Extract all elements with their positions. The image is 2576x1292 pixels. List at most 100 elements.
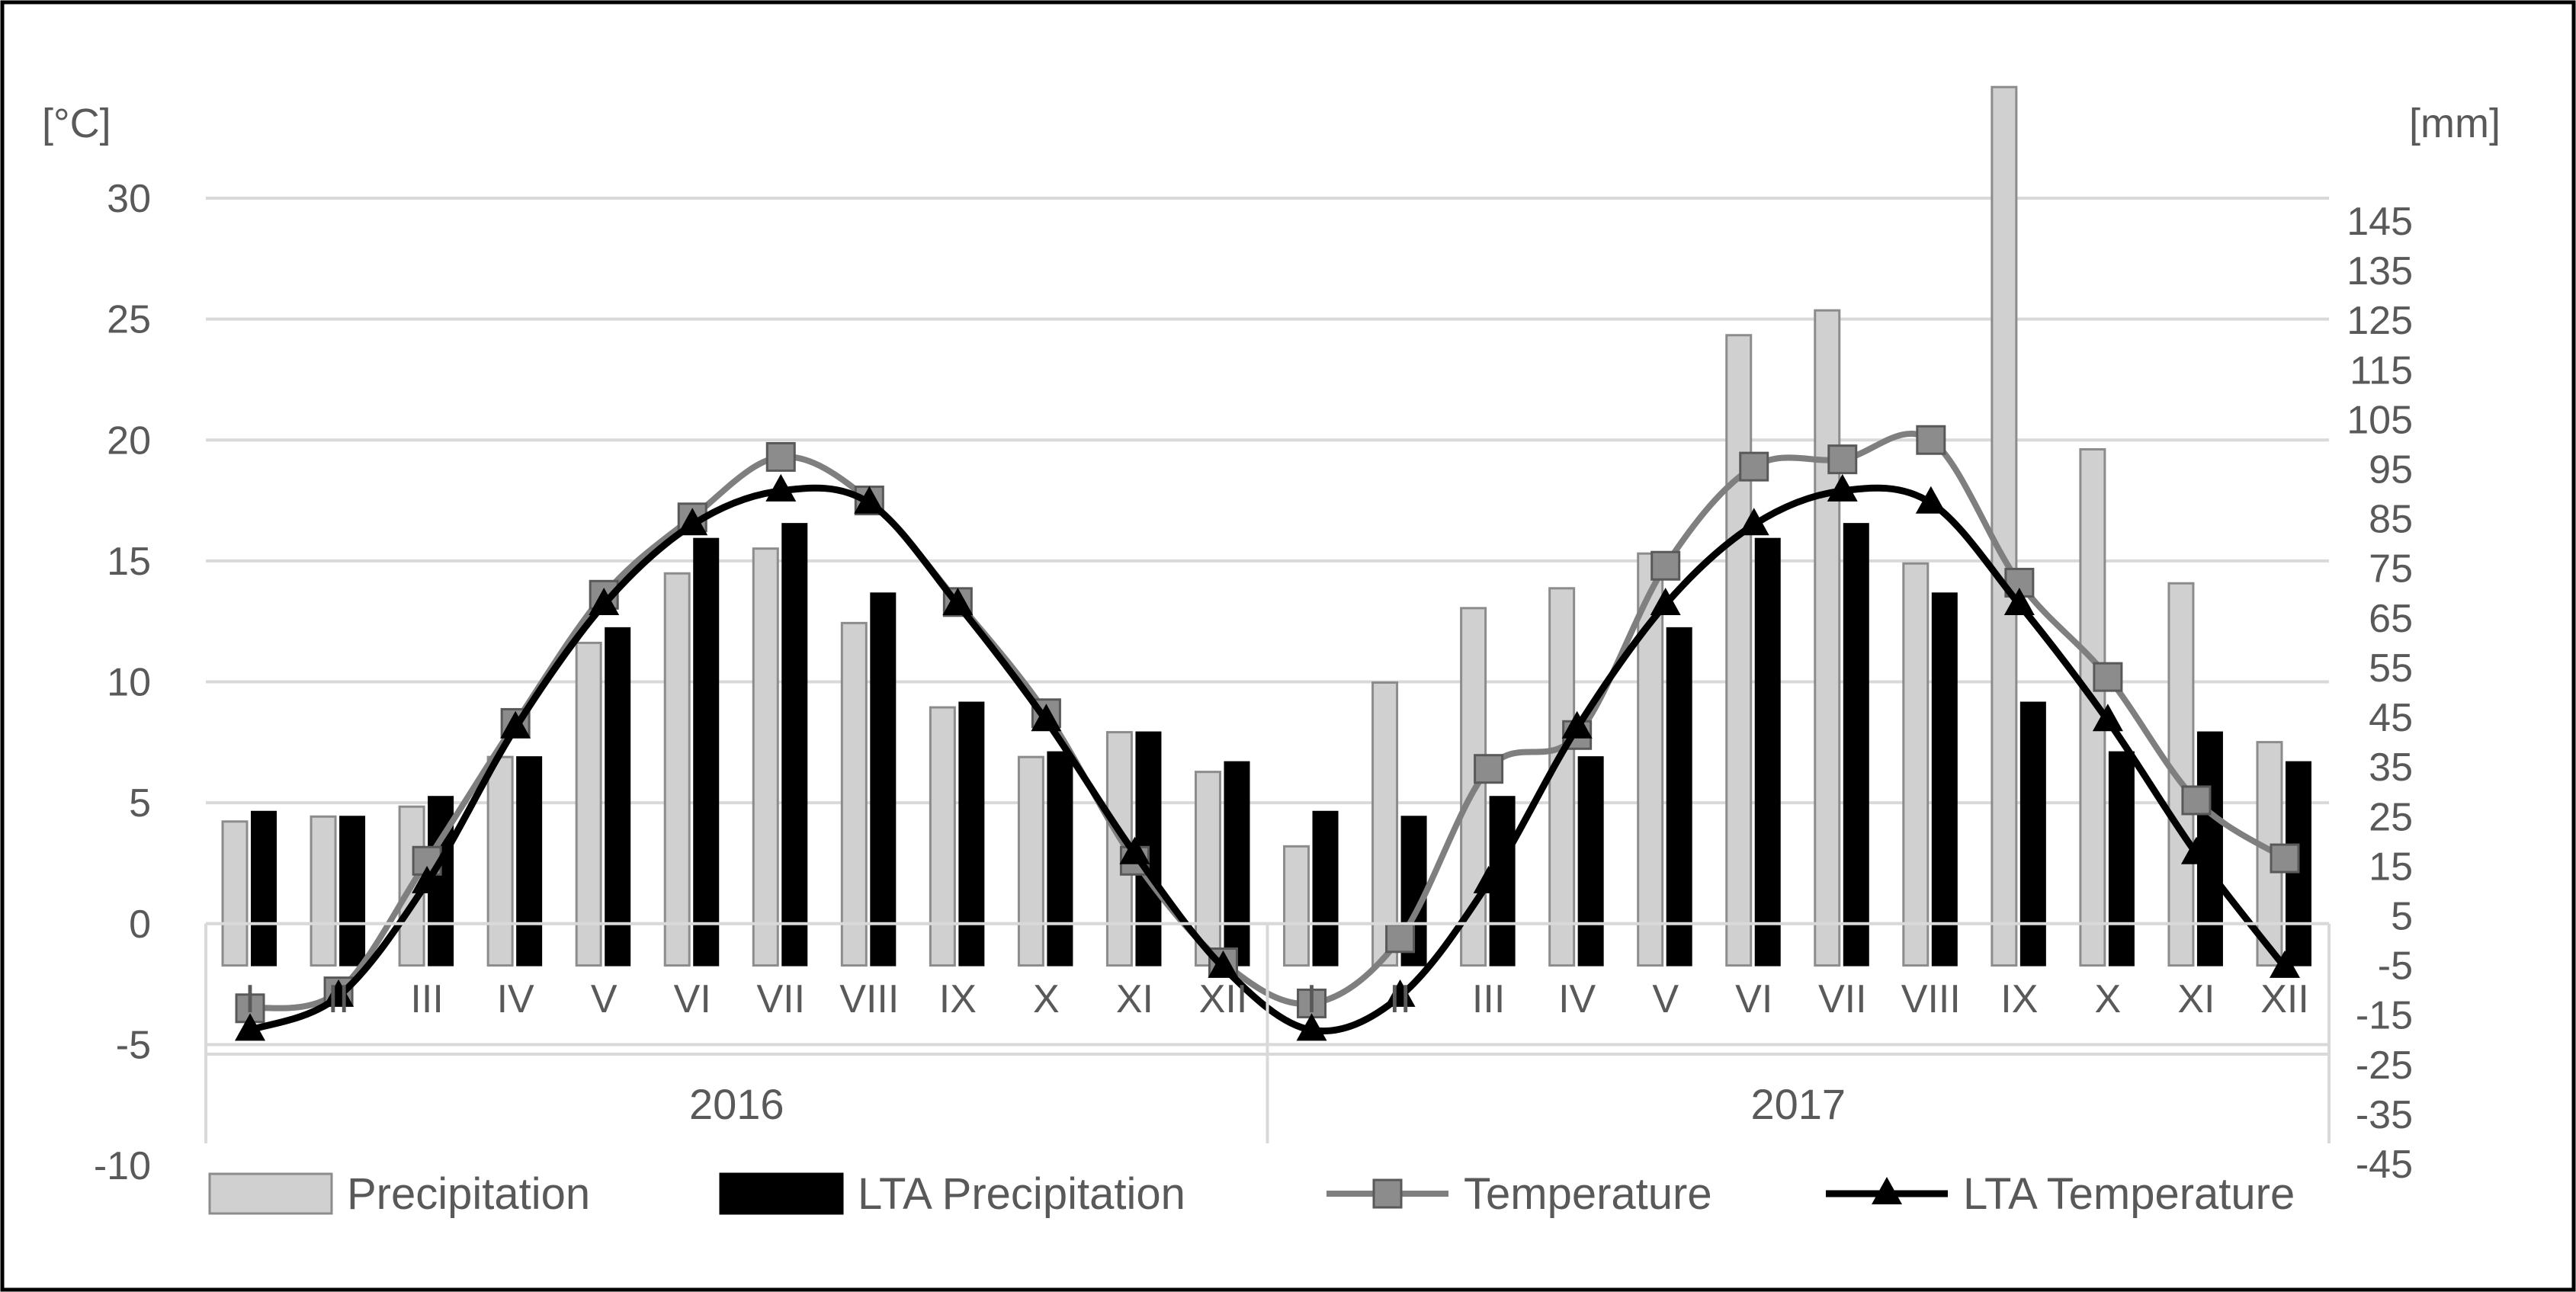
month-label: I: [245, 977, 255, 1021]
right-axis-tick-label: 45: [2369, 696, 2413, 740]
lta-temperature-marker: [1650, 587, 1681, 615]
right-axis-tick-label: 55: [2369, 646, 2413, 691]
month-label: VII: [1818, 977, 1867, 1021]
lta-precipitation-bar: [339, 816, 366, 967]
legend-marker: [1372, 1178, 1403, 1209]
lta-temperature-marker: [1119, 836, 1150, 864]
lta-precipitation-bar: [251, 810, 277, 967]
precipitation-bar: [1548, 587, 1576, 967]
lta-temperature-marker: [1384, 979, 1416, 1007]
lta-precipitation-bar: [2108, 751, 2135, 967]
month-label: V: [591, 977, 618, 1021]
month-label: VIII: [839, 977, 899, 1021]
lta-precipitation-bar: [516, 756, 543, 967]
lta-temperature-marker: [1473, 865, 1504, 893]
lta-temperature-marker: [1561, 710, 1593, 739]
left-axis-tick-label: -5: [116, 1023, 151, 1067]
temperature-marker: [1297, 988, 1327, 1018]
right-axis-tick-label: 15: [2369, 845, 2413, 889]
lta-temperature-marker: [235, 1013, 266, 1041]
lta-precipitation-bar: [870, 592, 897, 967]
precipitation-bar: [1814, 309, 1841, 967]
right-axis-tick-label: -25: [2356, 1044, 2413, 1088]
temperature-marker: [2181, 785, 2212, 816]
lta-precipitation-bar: [1224, 761, 1250, 967]
precipitation-bar: [1725, 334, 1753, 967]
lta-precipitation-bar: [693, 537, 720, 967]
month-label: XII: [2260, 977, 2309, 1021]
right-axis-tick-label: 135: [2347, 249, 2413, 293]
month-label: III: [1472, 977, 1505, 1021]
temperature-line: [249, 430, 2287, 1011]
precipitation-bar: [486, 755, 514, 967]
precipitation-bar: [752, 547, 779, 967]
lta-temperature-marker: [2003, 587, 2035, 615]
legend-label: Precipitation: [347, 1169, 590, 1219]
lta-precipitation-bar: [1666, 627, 1692, 967]
month-label: III: [410, 977, 443, 1021]
legend-marker: [1872, 1177, 1902, 1204]
lta-temperature-marker: [412, 865, 443, 893]
right-axis-tick-label: 145: [2347, 200, 2413, 244]
axes: 302520151050-5-1014513512511510595857565…: [94, 177, 2413, 1188]
temperature-marker: [2270, 843, 2300, 874]
right-axis-tick-label: 25: [2369, 795, 2413, 839]
month-label: XII: [1199, 977, 1248, 1021]
lta-temperature-marker: [500, 710, 531, 739]
lta-precipitation-bar: [1577, 756, 1604, 967]
temperature-marker: [1385, 923, 1416, 954]
month-label: IX: [939, 977, 977, 1021]
month-label: VII: [756, 977, 805, 1021]
month-label: XI: [1116, 977, 1153, 1021]
left-axis-tick-label: 0: [129, 902, 151, 947]
lta-temperature-marker: [1738, 508, 1769, 536]
month-label: I: [1306, 977, 1317, 1021]
lta-precipitation-bar: [2019, 701, 2046, 967]
precipitation-bar: [1371, 681, 1399, 967]
precipitation-bar: [840, 621, 868, 967]
month-label: IX: [2000, 977, 2038, 1021]
lta-temperature-marker: [1296, 1013, 1327, 1041]
lta-temperature-marker: [2180, 836, 2212, 864]
temperature-marker: [2093, 662, 2123, 692]
precipitation-bar: [663, 572, 691, 967]
temperature-marker: [1827, 444, 1858, 475]
month-label: IV: [1558, 977, 1596, 1021]
month-label: II: [328, 977, 350, 1021]
left-axis-tick-label: 5: [129, 781, 151, 826]
month-label: X: [1033, 977, 1060, 1021]
right-axis-tick-label: -35: [2356, 1093, 2413, 1137]
precipitation-bar: [1194, 771, 1221, 967]
month-label: IV: [497, 977, 534, 1021]
month-label: VI: [1735, 977, 1772, 1021]
legend-label: LTA Temperature: [1963, 1169, 2295, 1219]
precipitation-bar: [575, 641, 602, 967]
lta-precipitation-bar: [1754, 537, 1781, 967]
right-axis-tick-label: 5: [2391, 894, 2413, 938]
lta-temperature-marker: [2092, 704, 2123, 732]
lta-temperature-marker: [942, 587, 974, 615]
right-axis-tick-label: 65: [2369, 597, 2413, 641]
precipitation-bar: [1283, 845, 1310, 967]
left-axis-tick-label: 25: [107, 298, 151, 342]
month-label: V: [1652, 977, 1679, 1021]
right-axis-tick-label: 125: [2347, 299, 2413, 343]
lta-temperature-marker: [589, 587, 620, 615]
lta-precipitation-bar: [1843, 523, 1869, 967]
right-axis-tick-label: 35: [2369, 745, 2413, 790]
right-axis-tick-label: -5: [2378, 944, 2413, 989]
lta-temperature-marker: [765, 473, 797, 502]
precipitation-bar: [1902, 562, 1930, 967]
legend: Precipitation LTA Precipitation Temperatur…: [208, 1169, 2295, 1219]
right-axis-tick-label: 85: [2369, 498, 2413, 542]
lta-temperature-marker: [677, 508, 708, 536]
month-label: VIII: [1901, 977, 1961, 1021]
precipitation-bar: [310, 815, 337, 967]
precipitation-bar: [929, 706, 956, 967]
lta-temperature-marker: [323, 979, 354, 1007]
left-axis-unit: [°C]: [42, 101, 111, 146]
lta-precipitation-bar: [781, 523, 808, 967]
lta-temperature-marker: [2269, 950, 2300, 978]
precipitation-bar: [1991, 85, 2018, 967]
